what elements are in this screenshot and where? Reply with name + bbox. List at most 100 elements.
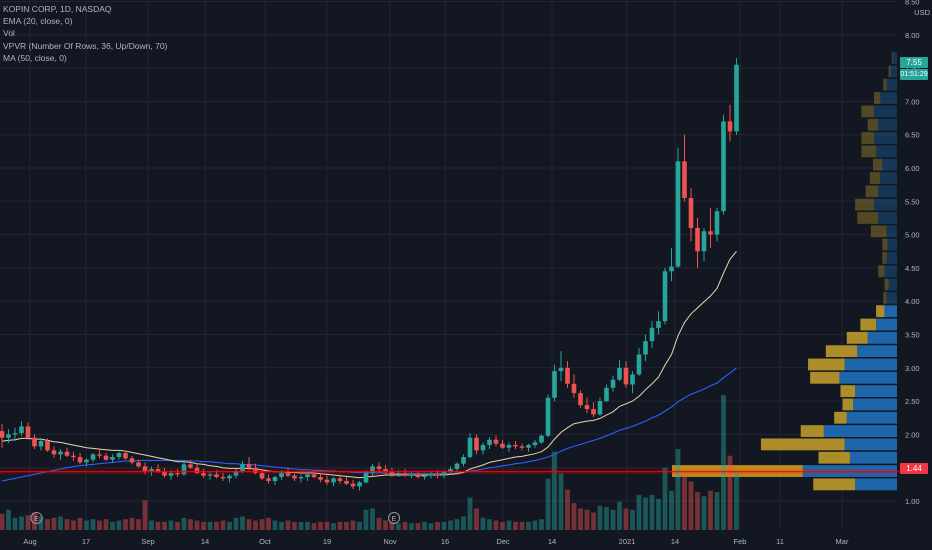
volume-bar <box>539 519 544 530</box>
candle-body <box>350 483 356 487</box>
candle-body <box>64 451 70 456</box>
volume-profile-up-bar <box>873 132 897 144</box>
legend-ema[interactable]: EMA (20, close, 0) <box>3 16 73 27</box>
volume-bar <box>77 517 83 530</box>
candle-body <box>188 464 193 468</box>
candle-body <box>474 437 479 451</box>
candle-body <box>526 445 531 448</box>
volume-bar <box>402 521 408 530</box>
volume-profile-up-bar <box>880 92 897 104</box>
volume-profile-down-bar <box>857 212 879 224</box>
grid <box>0 0 897 530</box>
candle-body <box>292 475 297 479</box>
volume-profile-up-bar <box>886 225 897 238</box>
volume-profile-down-bar <box>882 238 888 251</box>
volume-bar <box>474 508 479 530</box>
volume-profile-up-bar <box>802 465 897 477</box>
volume-profile-down-bar <box>883 291 887 304</box>
volume-bar <box>643 497 648 530</box>
candle-body <box>591 409 596 415</box>
candle-body <box>6 434 11 438</box>
volume-profile-up-bar <box>844 438 897 451</box>
volume-profile-down-bar <box>818 451 850 464</box>
legend-symbol[interactable]: KOPIN CORP, 1D, NASDAQ <box>3 4 112 14</box>
candle-body <box>402 473 408 476</box>
candle-body <box>370 466 375 474</box>
volume-bar <box>266 517 271 530</box>
candle-body <box>506 445 512 448</box>
candle-body <box>246 464 252 468</box>
volume-bar <box>298 521 304 530</box>
volume-bar <box>448 520 453 530</box>
volume-bar <box>675 449 681 530</box>
volume-bar <box>669 490 674 530</box>
volume-bar <box>84 520 89 530</box>
volume-bar <box>6 509 11 530</box>
candle-body <box>480 445 486 451</box>
candle-body <box>162 471 167 476</box>
candle-body <box>25 426 31 438</box>
volume-bar <box>12 517 18 530</box>
volume-bar <box>532 520 538 530</box>
volume-bar <box>435 521 440 530</box>
volume-bar <box>487 519 492 530</box>
candle-body <box>558 367 564 372</box>
candle-body <box>97 454 102 456</box>
time-tick-label: Nov <box>383 537 397 546</box>
candle-body <box>630 374 635 385</box>
volume-profile-down-bar <box>867 118 879 131</box>
volume-bar <box>285 520 291 530</box>
currency-label: USD <box>914 8 930 17</box>
volume-bar <box>734 470 739 530</box>
volume-bar <box>610 509 616 530</box>
volume-profile-up-bar <box>884 305 897 318</box>
candle-body <box>298 477 304 479</box>
volume-bar <box>415 523 421 530</box>
candle-body <box>597 401 603 415</box>
last-price-tag: 7.55 <box>900 57 928 68</box>
indicator-legend: KOPIN CORP, 1D, NASDAQ EMA (20, close, 0… <box>3 3 167 64</box>
candle-body <box>727 121 733 132</box>
volume-profile-up-bar <box>886 78 897 91</box>
candle-body <box>467 437 473 458</box>
volume-bar <box>214 521 219 530</box>
candle-body <box>331 478 336 483</box>
candle-body <box>649 327 655 342</box>
price-axis: 1.001.502.002.503.003.504.004.505.005.50… <box>899 0 932 550</box>
candle-body <box>441 471 447 476</box>
legend-vpvr[interactable]: VPVR (Number Of Rows, 36, Up/Down, 70) <box>3 40 168 51</box>
candle-body <box>714 211 720 235</box>
volume-bar <box>422 521 427 530</box>
ma50-line <box>1 367 737 482</box>
volume-bar <box>162 521 167 530</box>
volume-bar <box>136 519 141 530</box>
candle-body <box>344 481 349 484</box>
volume-bar <box>259 519 265 530</box>
candle-body <box>428 474 434 476</box>
volume-profile-up-bar <box>855 478 897 491</box>
candle-body <box>604 387 609 402</box>
volume-profile-up-bar <box>846 411 897 424</box>
candle-body <box>500 443 505 448</box>
volume-profile-up-bar <box>876 318 897 331</box>
time-tick-label: 16 <box>441 537 449 546</box>
time-tick-label: Feb <box>734 537 747 546</box>
candle-body <box>103 455 109 460</box>
candle-body <box>623 367 629 385</box>
candle-body <box>734 64 739 132</box>
candle-body <box>227 475 232 479</box>
earnings-icon <box>30 512 43 524</box>
volume-bar <box>630 509 635 530</box>
volume-profile-down-bar <box>672 465 803 477</box>
volume-profile-down-bar <box>891 52 893 65</box>
volume-bar <box>604 507 609 530</box>
candle-body <box>415 474 421 478</box>
volume-bar <box>409 523 414 530</box>
legend-vol[interactable]: Vol <box>3 28 15 39</box>
volume-bar <box>428 523 434 530</box>
volume-bar <box>292 521 297 530</box>
volume-bar <box>45 519 50 530</box>
volume-bar <box>71 520 76 530</box>
legend-ma[interactable]: MA (50, close, 0) <box>3 52 67 63</box>
